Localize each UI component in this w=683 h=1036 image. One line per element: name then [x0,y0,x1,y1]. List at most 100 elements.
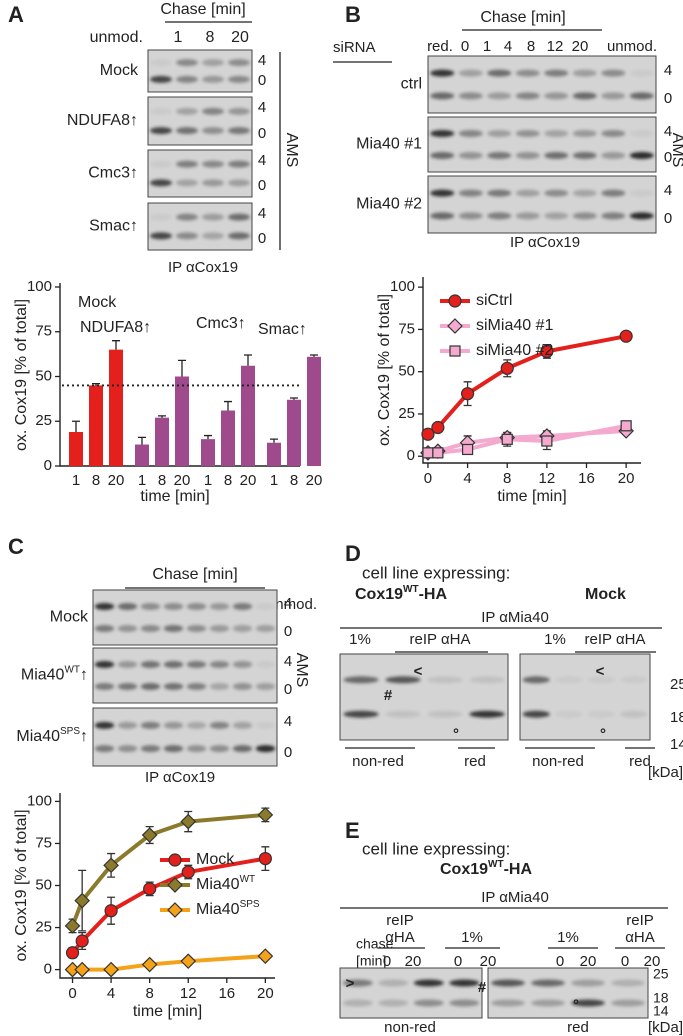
band [378,999,409,1007]
band [150,107,172,115]
band [544,130,569,137]
label: 14 [670,736,683,753]
band [572,130,597,137]
band [601,152,626,159]
label: 4 [258,99,266,116]
band [544,152,569,159]
label: reIP [626,912,654,929]
band [427,710,463,718]
band [94,603,115,610]
legend-marker [448,294,462,308]
x-tick-label: 4 [107,985,115,1002]
band [430,212,455,220]
bar [69,431,83,466]
band [163,661,184,668]
band [515,152,540,159]
label: 20 [644,953,661,970]
marker [74,961,91,978]
label: 0 [284,681,292,698]
band [413,999,444,1007]
label: < [414,663,423,680]
band [487,130,512,137]
bar [109,349,123,466]
band [572,69,597,77]
band [117,721,138,729]
group-label: Cmc3↑ [196,315,246,332]
band [176,75,198,83]
y-tick-label: 0 [44,961,52,978]
band [555,710,583,718]
band [228,160,250,168]
label: 0 [664,210,672,227]
group-label: Mock [78,294,117,311]
label: Mock [50,609,89,626]
error-bar [204,434,212,440]
x-axis-label: time [min] [140,488,209,505]
label: ctrl [401,76,422,93]
band [487,189,512,197]
marker [141,956,158,973]
marker [64,918,81,934]
error-bar [72,420,80,432]
y-tick-label: 50 [35,367,52,384]
band [572,152,597,159]
band [255,625,276,632]
band [140,721,161,729]
label: 4 [284,653,292,670]
label: non-red [352,753,404,770]
label: 0 [621,953,629,970]
marker [180,953,197,970]
band [186,661,207,668]
x-tick-label: 0 [68,985,76,1002]
label: 20 [572,38,589,55]
label: AMS [293,653,310,688]
band [186,721,207,729]
band [94,745,115,753]
band [176,160,198,168]
label-part: Mock [100,62,139,79]
marker [104,904,118,918]
label: 1% [557,929,579,946]
band [163,625,184,632]
legend-name: Mock [196,851,235,868]
label: 0 [258,125,266,142]
y-tick-label: 75 [398,320,415,337]
marker [620,420,632,432]
band [458,69,483,77]
label: unmod. [90,29,143,46]
band [620,710,648,718]
bar [201,439,215,466]
label-part: ↑ [80,728,88,745]
blot [519,653,651,741]
label: IP αCox19 [510,234,580,251]
band [150,232,172,240]
legend-label: siMia40 #1 [476,317,553,334]
marker [422,447,434,459]
error-bar [244,354,252,366]
band [202,160,224,168]
label: 0 [664,90,672,107]
marker [103,961,119,978]
y-tick-label: 75 [35,323,52,340]
band [601,212,626,220]
band [228,213,250,221]
band [150,179,172,187]
band [571,999,605,1007]
blot [427,175,657,234]
label: 4 [664,62,672,79]
label: 25 [653,966,669,982]
band [571,979,605,987]
band [430,92,455,100]
band [515,69,540,77]
label-part: Cox19 [440,861,488,878]
band [458,189,483,197]
label: [min] [356,953,386,969]
band [232,661,253,668]
x-tick-label: 12 [180,985,197,1002]
band [572,92,597,100]
label: non-red [384,1019,436,1036]
bar [221,410,235,466]
label: reIP [386,912,414,929]
band [385,676,421,684]
